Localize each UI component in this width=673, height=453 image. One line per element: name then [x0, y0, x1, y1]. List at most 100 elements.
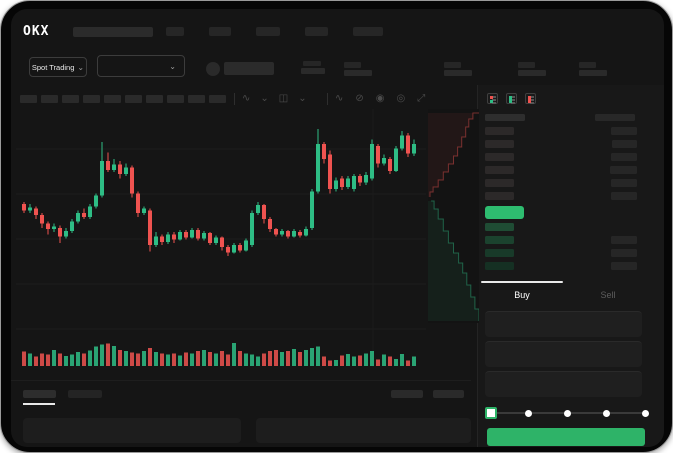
- candle-type-icon[interactable]: ◫: [278, 93, 289, 104]
- timeframe-button-placeholder[interactable]: [83, 95, 100, 103]
- settings-icon[interactable]: ◎: [396, 93, 406, 104]
- depth-asks-line: [429, 112, 479, 197]
- timeframe-button-placeholder[interactable]: [20, 95, 37, 103]
- search-bar-placeholder[interactable]: [73, 27, 153, 37]
- slider-stop[interactable]: [564, 409, 571, 417]
- book-combined-icon[interactable]: [487, 93, 498, 104]
- order-input-placeholder[interactable]: [485, 371, 642, 397]
- chevron-down-icon[interactable]: ⌄: [260, 93, 269, 104]
- nav-item-placeholder[interactable]: [305, 27, 328, 36]
- volume-bar: [382, 354, 386, 366]
- volume-bar: [40, 353, 44, 366]
- candle-body: [70, 221, 74, 232]
- depth-chart[interactable]: [428, 109, 479, 323]
- candle-body: [280, 231, 284, 235]
- timeframe-button-placeholder[interactable]: [41, 95, 58, 103]
- stat-label-placeholder: [518, 62, 535, 68]
- tab-sell[interactable]: Sell: [600, 290, 616, 300]
- volume-bar: [148, 347, 152, 366]
- volume-bar: [124, 351, 128, 366]
- candle-body: [406, 135, 410, 154]
- amount-slider[interactable]: [485, 404, 650, 422]
- orderbook-ask-price-placeholder[interactable]: [485, 140, 514, 148]
- bottom-tab-active[interactable]: [23, 390, 56, 398]
- orderbook-bid-price-placeholder[interactable]: [485, 262, 514, 270]
- volume-bar: [394, 358, 398, 366]
- timeframe-button-placeholder[interactable]: [146, 95, 163, 103]
- stat-value-placeholder: [579, 70, 607, 76]
- chevron-down-icon: ⌄: [77, 62, 85, 72]
- fullscreen-icon[interactable]: ⤢: [417, 93, 426, 104]
- orderbook-ask-price-placeholder[interactable]: [485, 179, 514, 187]
- chevron-down-icon[interactable]: ⌄: [298, 93, 307, 104]
- slider-stop[interactable]: [602, 409, 610, 417]
- stat-value-placeholder: [518, 70, 546, 76]
- candle-body: [64, 231, 68, 237]
- volume-bar: [22, 351, 26, 366]
- book-bids-icon[interactable]: [506, 93, 517, 104]
- candle-body: [106, 161, 110, 170]
- nav-item-placeholder[interactable]: [353, 27, 383, 36]
- orderbook-ask-amount-placeholder: [611, 179, 637, 187]
- order-input-placeholder[interactable]: [485, 311, 642, 337]
- book-asks-icon[interactable]: [525, 93, 536, 104]
- bottom-tab[interactable]: [68, 390, 102, 398]
- volume-bar: [130, 352, 134, 366]
- orderbook-bid-price-placeholder[interactable]: [485, 249, 514, 257]
- candle-body: [46, 223, 50, 229]
- candle-body: [136, 193, 140, 213]
- volume-bar: [400, 353, 404, 366]
- volume-bar: [220, 351, 224, 366]
- icon-line: [510, 99, 515, 101]
- pair-selector-dropdown[interactable]: ⌄: [97, 55, 185, 77]
- tab-buy[interactable]: Buy: [514, 290, 530, 300]
- timeframe-button-placeholder[interactable]: [104, 95, 121, 103]
- volume-bar: [328, 360, 332, 366]
- orderbook-bid-price-placeholder[interactable]: [485, 236, 514, 244]
- volume-bar: [388, 356, 392, 366]
- candlestick-chart[interactable]: [16, 107, 431, 373]
- compare-icon[interactable]: ⊘: [355, 93, 364, 104]
- volume-bar: [154, 352, 158, 366]
- market-type-dropdown[interactable]: Spot Trading ⌄: [29, 57, 87, 77]
- orderbook-ask-price-placeholder[interactable]: [485, 127, 514, 135]
- slider-stop[interactable]: [525, 409, 533, 417]
- indicators-icon[interactable]: ∿: [335, 93, 344, 104]
- price-change-placeholder: [301, 68, 325, 74]
- slider-stop[interactable]: [641, 409, 649, 417]
- timeframe-button-placeholder[interactable]: [209, 95, 226, 103]
- top-nav: [166, 27, 383, 36]
- orderbook-ask-price-placeholder[interactable]: [485, 153, 514, 161]
- nav-item-placeholder[interactable]: [166, 27, 184, 36]
- toolbar-divider: [327, 93, 328, 105]
- volume-bar: [340, 355, 344, 366]
- candle-body: [22, 204, 26, 211]
- stat-value-placeholder: [344, 70, 372, 76]
- orderbook-ask-price-placeholder[interactable]: [485, 166, 514, 174]
- timeframe-button-placeholder[interactable]: [188, 95, 205, 103]
- orderbook-bid-price-placeholder[interactable]: [485, 223, 514, 231]
- volume-bar: [142, 351, 146, 366]
- nav-item-placeholder[interactable]: [256, 27, 280, 36]
- candle-body: [334, 180, 338, 190]
- stat-label-placeholder: [344, 62, 361, 68]
- bottom-action-button[interactable]: [433, 390, 464, 398]
- timeframe-button-placeholder[interactable]: [125, 95, 142, 103]
- timeframe-button-placeholder[interactable]: [167, 95, 184, 103]
- buy-submit-button[interactable]: [487, 428, 645, 446]
- line-style-icon[interactable]: ∿: [242, 93, 251, 104]
- volume-bar: [178, 355, 182, 366]
- timeframe-bar: [20, 95, 226, 103]
- bottom-action-button[interactable]: [391, 390, 423, 398]
- orderbook-last-price[interactable]: [485, 206, 524, 219]
- chart-action-tools: ∿ ⊘ ◉ ◎ ⤢: [335, 93, 425, 105]
- snapshot-icon[interactable]: ◉: [375, 93, 385, 104]
- candle-body: [268, 219, 272, 229]
- order-input-placeholder[interactable]: [485, 341, 642, 367]
- volume-bar: [226, 354, 230, 366]
- orderbook-ask-price-placeholder[interactable]: [485, 192, 514, 200]
- timeframe-button-placeholder[interactable]: [62, 95, 79, 103]
- slider-handle[interactable]: [485, 407, 497, 419]
- candle-body: [190, 229, 194, 238]
- nav-item-placeholder[interactable]: [209, 27, 231, 36]
